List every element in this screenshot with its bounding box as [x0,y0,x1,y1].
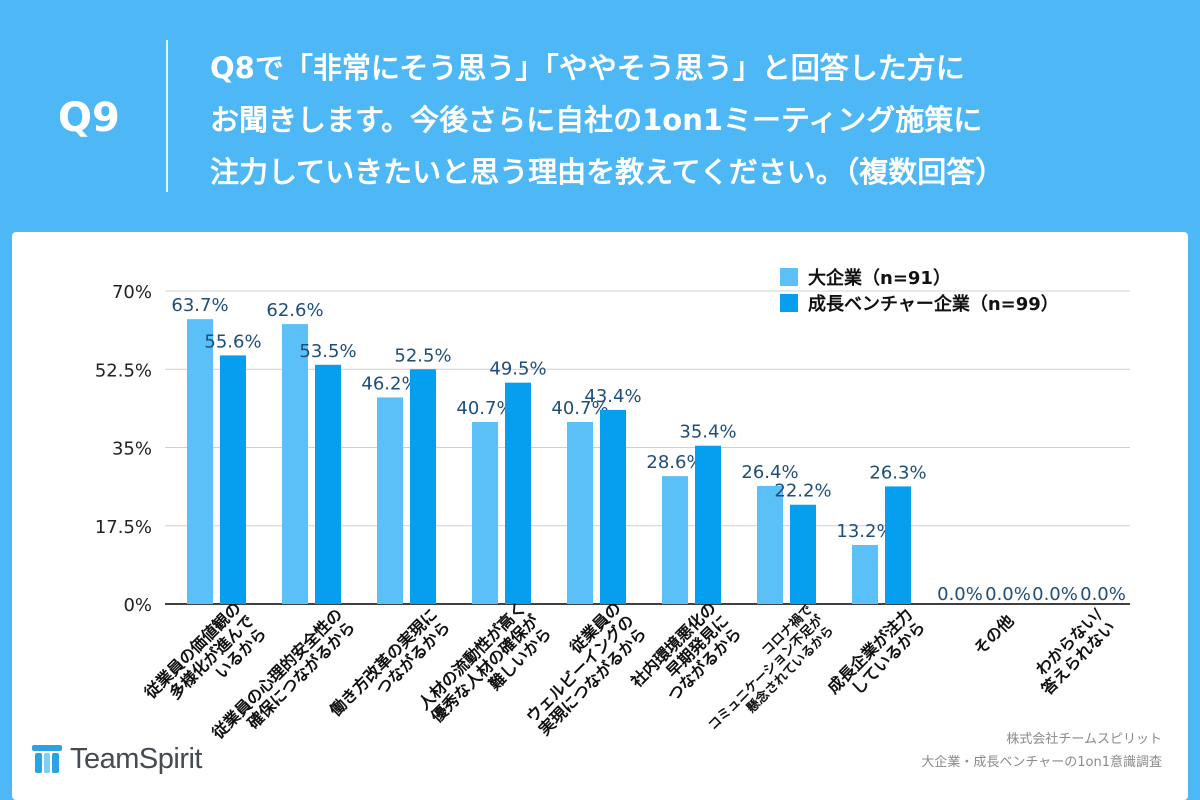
data-label: 13.2% [836,521,893,542]
bar-venture [600,409,626,604]
bar-large-company [567,422,593,604]
bar-large-company [662,476,688,604]
data-label: 26.3% [869,462,926,483]
question-number: Q9 [58,95,120,141]
y-tick-label: 0% [123,595,152,616]
bar-venture [410,369,436,604]
legend-label: 成長ベンチャー企業（n=99） [808,293,1059,315]
data-label: 43.4% [584,386,641,407]
source-line-survey: 大企業・成長ベンチャーの1on1意識調査 [921,755,1162,770]
source-note: 株式会社チームスピリット 大企業・成長ベンチャーの1on1意識調査 [921,728,1162,774]
data-label: 28.6% [646,452,703,473]
bar-venture [790,504,816,604]
y-tick-label: 70% [112,282,152,303]
data-label: 35.4% [679,422,736,443]
category-label: その他 [970,611,1017,658]
bar-venture [315,364,341,604]
data-label: 40.7% [456,398,513,419]
bar-large-company [472,422,498,604]
bar-large-company [187,319,213,604]
y-tick-label: 17.5% [95,517,152,538]
data-label: 0.0% [985,584,1031,605]
data-label: 63.7% [171,295,228,316]
bar-large-company [757,485,783,604]
data-label: 53.5% [299,341,356,362]
bar-venture [220,355,246,604]
data-label: 49.5% [489,359,546,380]
logo-text: TeamSpirit [70,742,203,775]
data-label: 26.4% [741,462,798,483]
question-line: 注力していきたいと思う理由を教えてください。（複数回答） [210,155,1005,189]
y-tick-label: 52.5% [95,360,152,381]
question-text: Q8で「非常にそう思う」「ややそう思う」と回答した方に お聞きします。今後さらに… [210,42,1170,198]
data-label: 62.6% [266,300,323,321]
source-line-company: 株式会社チームスピリット [1006,732,1162,747]
data-label: 46.2% [361,373,418,394]
bar-venture [505,382,531,604]
teamspirit-logo: TeamSpirit [30,742,203,776]
y-tick-label: 35% [112,439,152,460]
bar-large-company [377,397,403,604]
question-line: Q8で「非常にそう思う」「ややそう思う」と回答した方に [210,51,965,85]
bar-venture [885,486,911,604]
category-label-line: その他 [970,611,1017,658]
bar-venture [695,445,721,604]
header-divider [166,40,168,192]
legend-swatch [780,268,798,286]
data-label: 40.7% [551,398,608,419]
data-label: 0.0% [1032,584,1078,605]
data-label: 52.5% [394,345,451,366]
bar-large-company [282,324,308,604]
data-label: 0.0% [937,584,983,605]
category-label: わからない/答えられない [1032,605,1119,699]
legend-swatch [780,294,798,312]
teamspirit-logo-icon [32,745,62,773]
data-label: 0.0% [1080,584,1126,605]
bar-large-company [852,544,878,604]
data-label: 22.2% [774,481,831,502]
data-label: 55.6% [204,331,261,352]
legend-label: 大企業（n=91） [808,267,951,289]
question-line: お聞きします。今後さらに自社の1on1ミーティング施策に [210,103,983,137]
